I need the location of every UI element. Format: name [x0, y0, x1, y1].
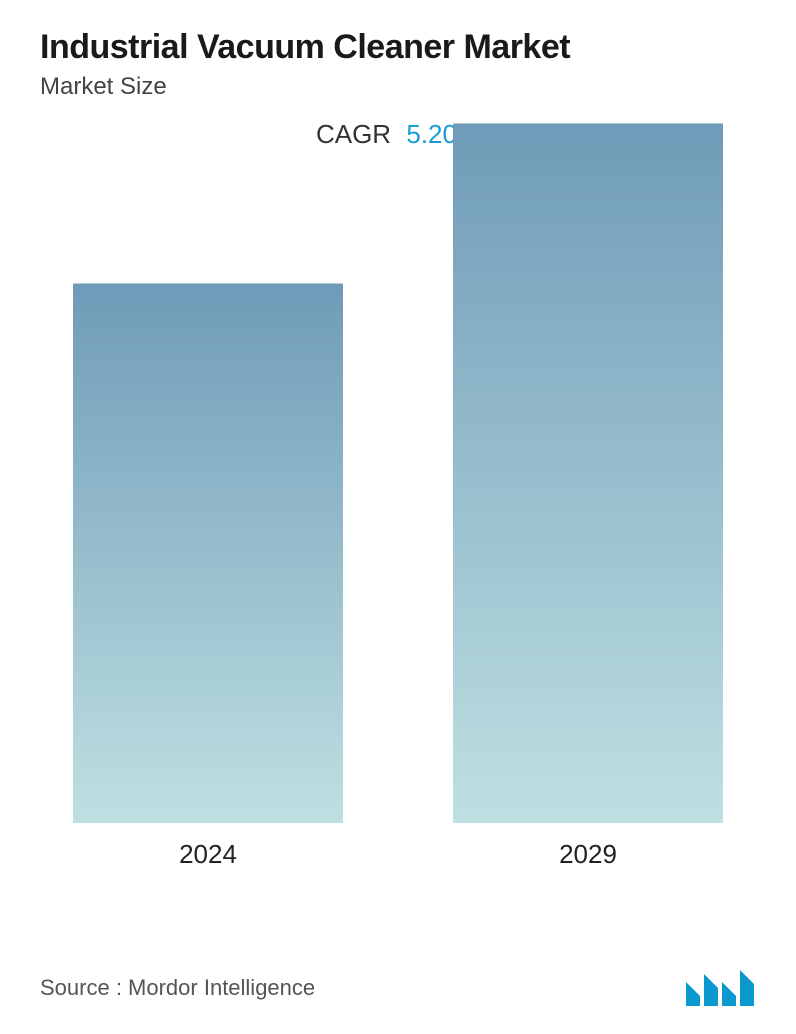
- source-text: Source : Mordor Intelligence: [40, 975, 315, 1001]
- cagr-label: CAGR: [316, 119, 391, 149]
- bar-group-2024: 2024: [73, 283, 343, 870]
- bar-2029: [453, 123, 723, 823]
- chart-footer: Source : Mordor Intelligence: [40, 968, 756, 1008]
- mordor-logo-icon: [684, 968, 756, 1008]
- chart-title: Industrial Vacuum Cleaner Market: [40, 28, 756, 67]
- bar-label-2024: 2024: [179, 839, 237, 870]
- bar-group-2029: 2029: [453, 123, 723, 870]
- chart-subtitle: Market Size: [40, 73, 756, 101]
- bar-chart: 2024 2029: [40, 160, 756, 880]
- bar-label-2029: 2029: [559, 839, 617, 870]
- bar-2024: [73, 283, 343, 823]
